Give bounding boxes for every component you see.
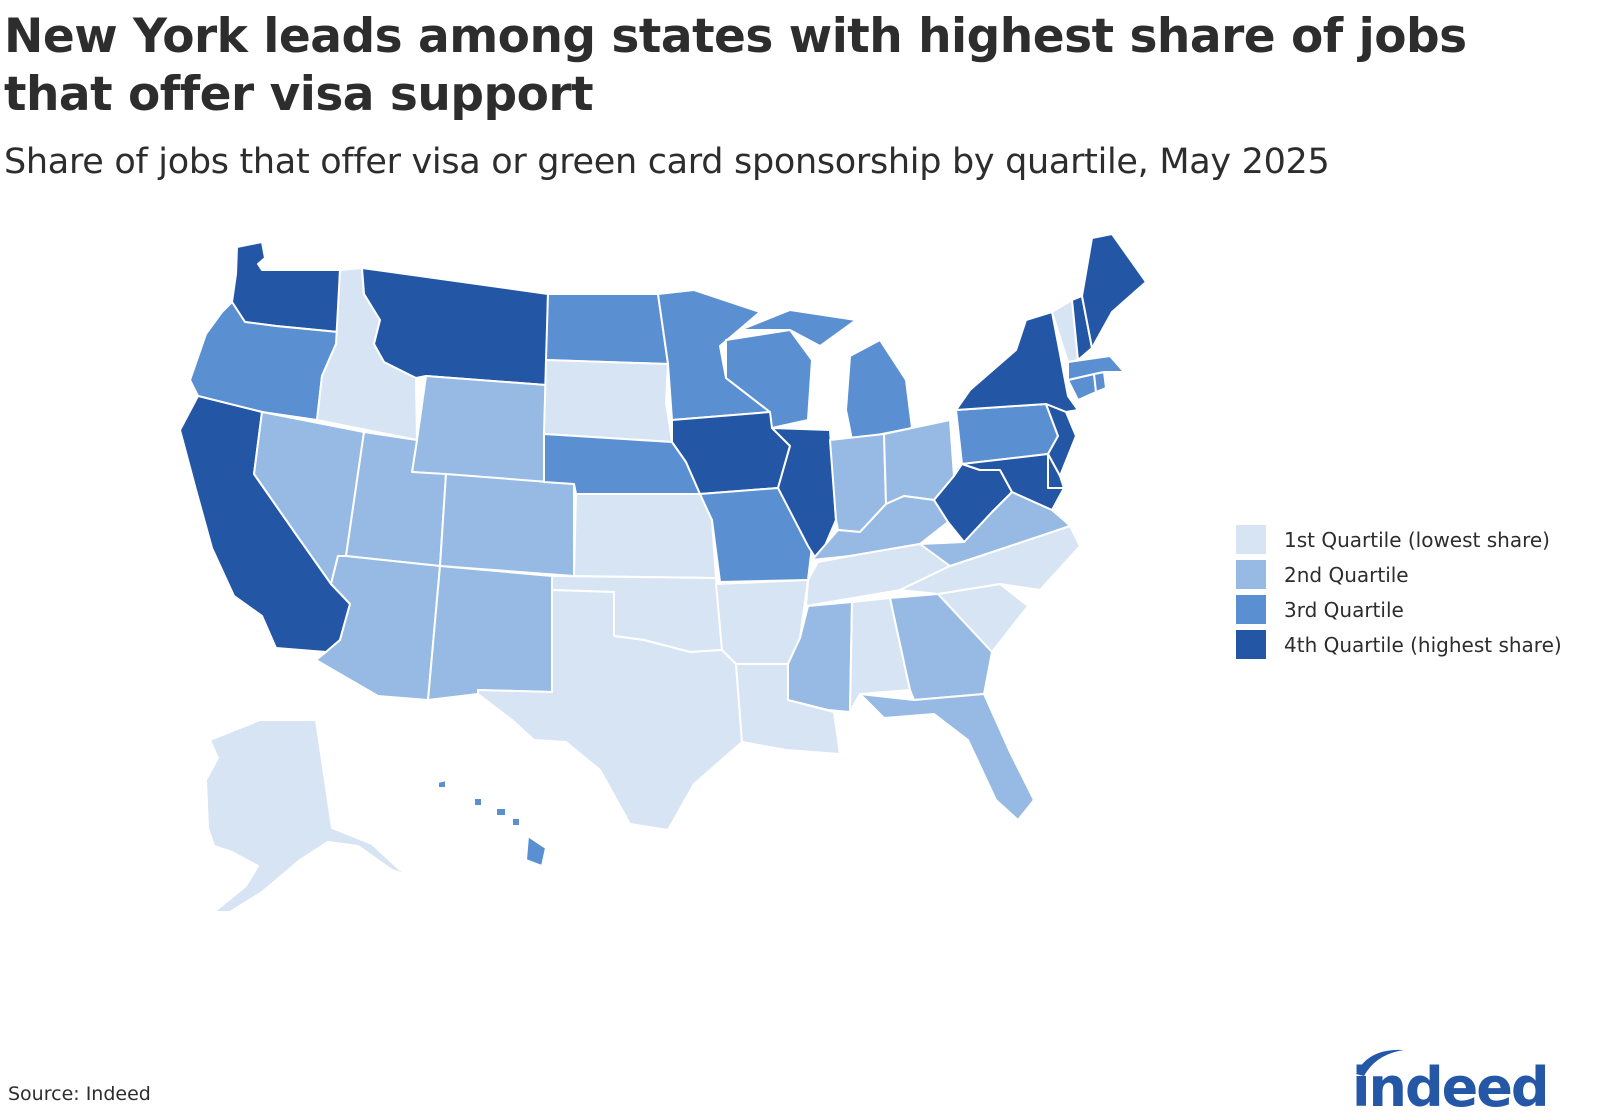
state-wy [411,375,547,483]
state-co [439,473,575,577]
state-fl [859,693,1035,821]
state-wa [231,241,341,333]
state-ms [787,601,853,713]
legend-label-q1: 1st Quartile (lowest share) [1284,527,1550,552]
indeed-logo: indeed [1352,1049,1550,1114]
logo-arc-icon [1356,1049,1404,1076]
state-wi [725,329,813,429]
state-ma [1067,355,1125,381]
legend-swatch-q4 [1236,630,1266,659]
state-al [849,597,911,713]
legend-label-q2: 2nd Quartile [1284,562,1409,587]
chart-subtitle: Share of jobs that offer visa or green c… [4,142,1330,182]
chart-title: New York leads among states with highest… [4,9,1467,122]
us-choropleth-map [179,233,1147,913]
source-note: Source: Indeed [8,1083,151,1105]
state-md [961,453,1065,511]
state-sd [543,359,673,443]
legend-swatch-q3 [1236,595,1266,624]
state-ny [955,311,1079,413]
legend-swatch-q1 [1236,525,1266,554]
state-hi [437,779,547,867]
state-me [1081,233,1147,349]
legend-item-q1: 1st Quartile (lowest share) [1236,522,1562,557]
legend: 1st Quartile (lowest share) 2nd Quartile… [1236,522,1562,662]
legend-item-q3: 3rd Quartile [1236,592,1562,627]
state-ri [1093,371,1107,393]
legend-swatch-q2 [1236,560,1266,589]
state-tx [477,589,743,831]
state-ks [573,493,717,579]
state-nd [545,293,669,365]
legend-item-q2: 2nd Quartile [1236,557,1562,592]
state-ak [205,719,415,913]
logo-wordmark: indeed [1352,1056,1548,1114]
state-nc [899,525,1081,595]
legend-label-q3: 3rd Quartile [1284,597,1404,622]
state-nm [427,565,553,701]
legend-item-q4: 4th Quartile (highest share) [1236,627,1562,662]
legend-label-q4: 4th Quartile (highest share) [1284,632,1562,657]
